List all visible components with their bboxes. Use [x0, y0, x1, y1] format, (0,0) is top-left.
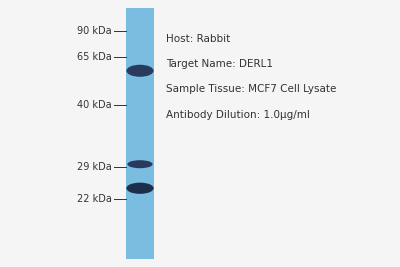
Bar: [126, 8, 154, 259]
Text: 40 kDa: 40 kDa: [77, 100, 112, 111]
Text: 90 kDa: 90 kDa: [77, 26, 112, 36]
Text: 65 kDa: 65 kDa: [77, 52, 112, 62]
Ellipse shape: [126, 65, 154, 77]
Text: 22 kDa: 22 kDa: [77, 194, 112, 204]
Text: Target Name: DERL1: Target Name: DERL1: [166, 59, 273, 69]
Ellipse shape: [127, 160, 153, 168]
Text: 29 kDa: 29 kDa: [77, 162, 112, 172]
Text: Antibody Dilution: 1.0μg/ml: Antibody Dilution: 1.0μg/ml: [166, 110, 310, 120]
Ellipse shape: [126, 183, 154, 194]
Text: Host: Rabbit: Host: Rabbit: [166, 34, 230, 44]
Text: Sample Tissue: MCF7 Cell Lysate: Sample Tissue: MCF7 Cell Lysate: [166, 84, 336, 95]
